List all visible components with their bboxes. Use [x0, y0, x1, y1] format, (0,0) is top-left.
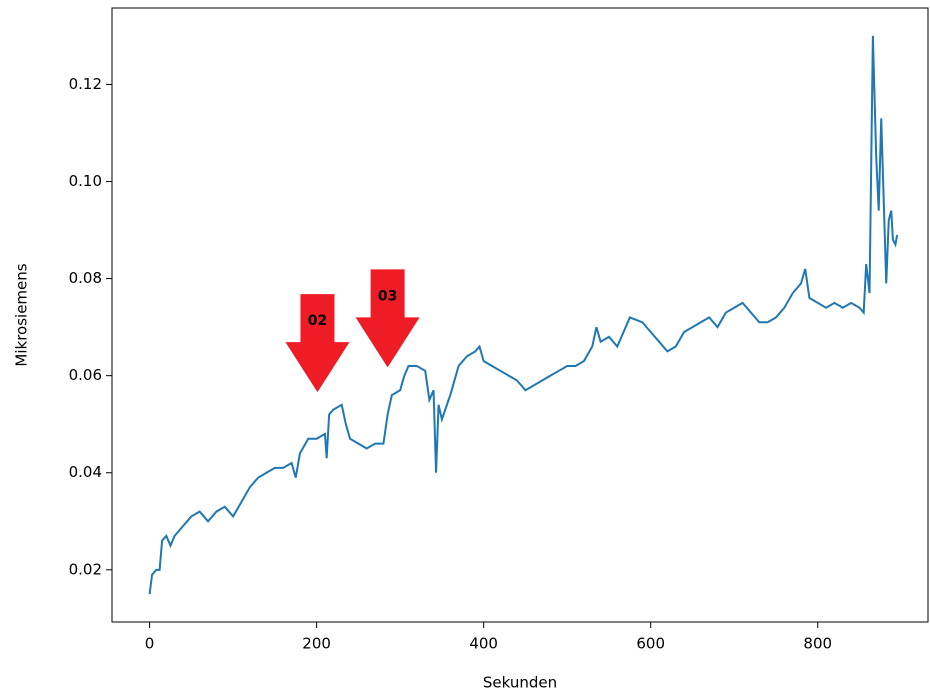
y-axis-label: Mikrosiemens: [13, 263, 31, 366]
y-tick-label: 0.04: [69, 463, 102, 481]
x-tick-label: 600: [636, 635, 665, 653]
y-tick-label: 0.02: [69, 560, 102, 578]
y-tick-label: 0.08: [69, 269, 102, 287]
x-tick-label: 400: [469, 635, 498, 653]
y-tick-label: 0.06: [69, 366, 102, 384]
annotation-label: 02: [308, 313, 327, 329]
x-axis-label: Sekunden: [483, 674, 557, 692]
y-tick-label: 0.10: [69, 172, 102, 190]
data-line: [148, 35, 899, 595]
x-tick-label: 800: [803, 635, 832, 653]
annotation-label: 03: [378, 288, 397, 304]
x-tick-label: 0: [145, 635, 155, 653]
x-tick-label: 200: [302, 635, 331, 653]
plot-frame: [111, 7, 929, 623]
annotation-arrow: [285, 294, 350, 393]
annotation-arrow: [355, 269, 420, 368]
y-tick-label: 0.12: [69, 75, 102, 93]
